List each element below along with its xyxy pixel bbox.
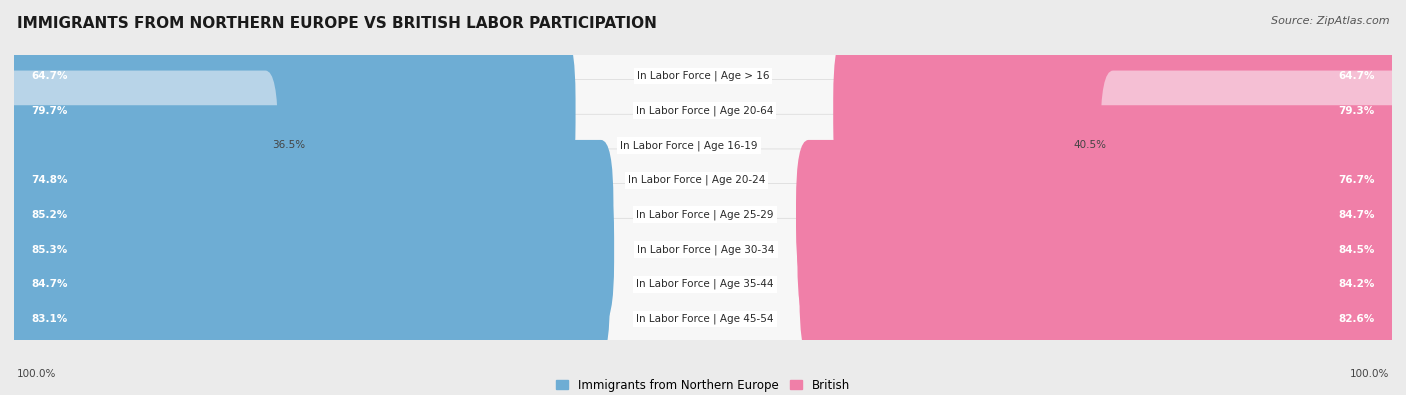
- FancyBboxPatch shape: [796, 140, 1405, 290]
- FancyBboxPatch shape: [1, 140, 613, 290]
- FancyBboxPatch shape: [1, 1, 472, 151]
- FancyBboxPatch shape: [810, 244, 1405, 394]
- Text: 36.5%: 36.5%: [273, 141, 305, 150]
- Text: 82.6%: 82.6%: [1339, 314, 1375, 324]
- FancyBboxPatch shape: [1, 209, 610, 359]
- Text: In Labor Force | Age 20-24: In Labor Force | Age 20-24: [627, 175, 765, 185]
- Text: In Labor Force | Age 20-64: In Labor Force | Age 20-64: [636, 105, 773, 116]
- Text: 79.7%: 79.7%: [31, 106, 67, 116]
- FancyBboxPatch shape: [1, 105, 541, 255]
- FancyBboxPatch shape: [0, 218, 1406, 395]
- FancyBboxPatch shape: [0, 0, 1406, 177]
- FancyBboxPatch shape: [1, 244, 599, 394]
- FancyBboxPatch shape: [797, 175, 1405, 324]
- FancyBboxPatch shape: [1, 175, 614, 324]
- Text: Source: ZipAtlas.com: Source: ZipAtlas.com: [1271, 16, 1389, 26]
- Text: 74.8%: 74.8%: [31, 175, 67, 185]
- Text: In Labor Force | Age 35-44: In Labor Force | Age 35-44: [636, 279, 773, 290]
- FancyBboxPatch shape: [0, 149, 1406, 350]
- Text: In Labor Force | Age 25-29: In Labor Force | Age 25-29: [636, 210, 773, 220]
- Text: 40.5%: 40.5%: [1073, 141, 1107, 150]
- FancyBboxPatch shape: [1101, 71, 1405, 220]
- Text: 84.2%: 84.2%: [1339, 279, 1375, 289]
- Text: 84.7%: 84.7%: [1339, 210, 1375, 220]
- FancyBboxPatch shape: [934, 1, 1405, 151]
- Text: In Labor Force | Age 45-54: In Labor Force | Age 45-54: [636, 314, 773, 324]
- FancyBboxPatch shape: [800, 209, 1405, 359]
- FancyBboxPatch shape: [1, 36, 575, 186]
- FancyBboxPatch shape: [0, 184, 1406, 385]
- Text: 84.5%: 84.5%: [1339, 245, 1375, 254]
- FancyBboxPatch shape: [0, 114, 1406, 316]
- Text: 76.7%: 76.7%: [1339, 175, 1375, 185]
- Text: 64.7%: 64.7%: [1339, 71, 1375, 81]
- FancyBboxPatch shape: [0, 10, 1406, 211]
- Text: 100.0%: 100.0%: [1350, 369, 1389, 379]
- Text: 100.0%: 100.0%: [17, 369, 56, 379]
- Text: 83.1%: 83.1%: [31, 314, 67, 324]
- Text: In Labor Force | Age > 16: In Labor Force | Age > 16: [637, 71, 769, 81]
- Text: 84.7%: 84.7%: [31, 279, 67, 289]
- Text: 85.3%: 85.3%: [31, 245, 67, 254]
- FancyBboxPatch shape: [834, 36, 1405, 186]
- Text: 64.7%: 64.7%: [31, 71, 67, 81]
- FancyBboxPatch shape: [1, 71, 278, 220]
- FancyBboxPatch shape: [851, 105, 1405, 255]
- Legend: Immigrants from Northern Europe, British: Immigrants from Northern Europe, British: [551, 374, 855, 395]
- Text: In Labor Force | Age 16-19: In Labor Force | Age 16-19: [620, 140, 758, 151]
- FancyBboxPatch shape: [0, 45, 1406, 246]
- Text: In Labor Force | Age 30-34: In Labor Force | Age 30-34: [637, 244, 775, 255]
- Text: 79.3%: 79.3%: [1339, 106, 1375, 116]
- FancyBboxPatch shape: [0, 79, 1406, 281]
- Text: IMMIGRANTS FROM NORTHERN EUROPE VS BRITISH LABOR PARTICIPATION: IMMIGRANTS FROM NORTHERN EUROPE VS BRITI…: [17, 16, 657, 31]
- Text: 85.2%: 85.2%: [31, 210, 67, 220]
